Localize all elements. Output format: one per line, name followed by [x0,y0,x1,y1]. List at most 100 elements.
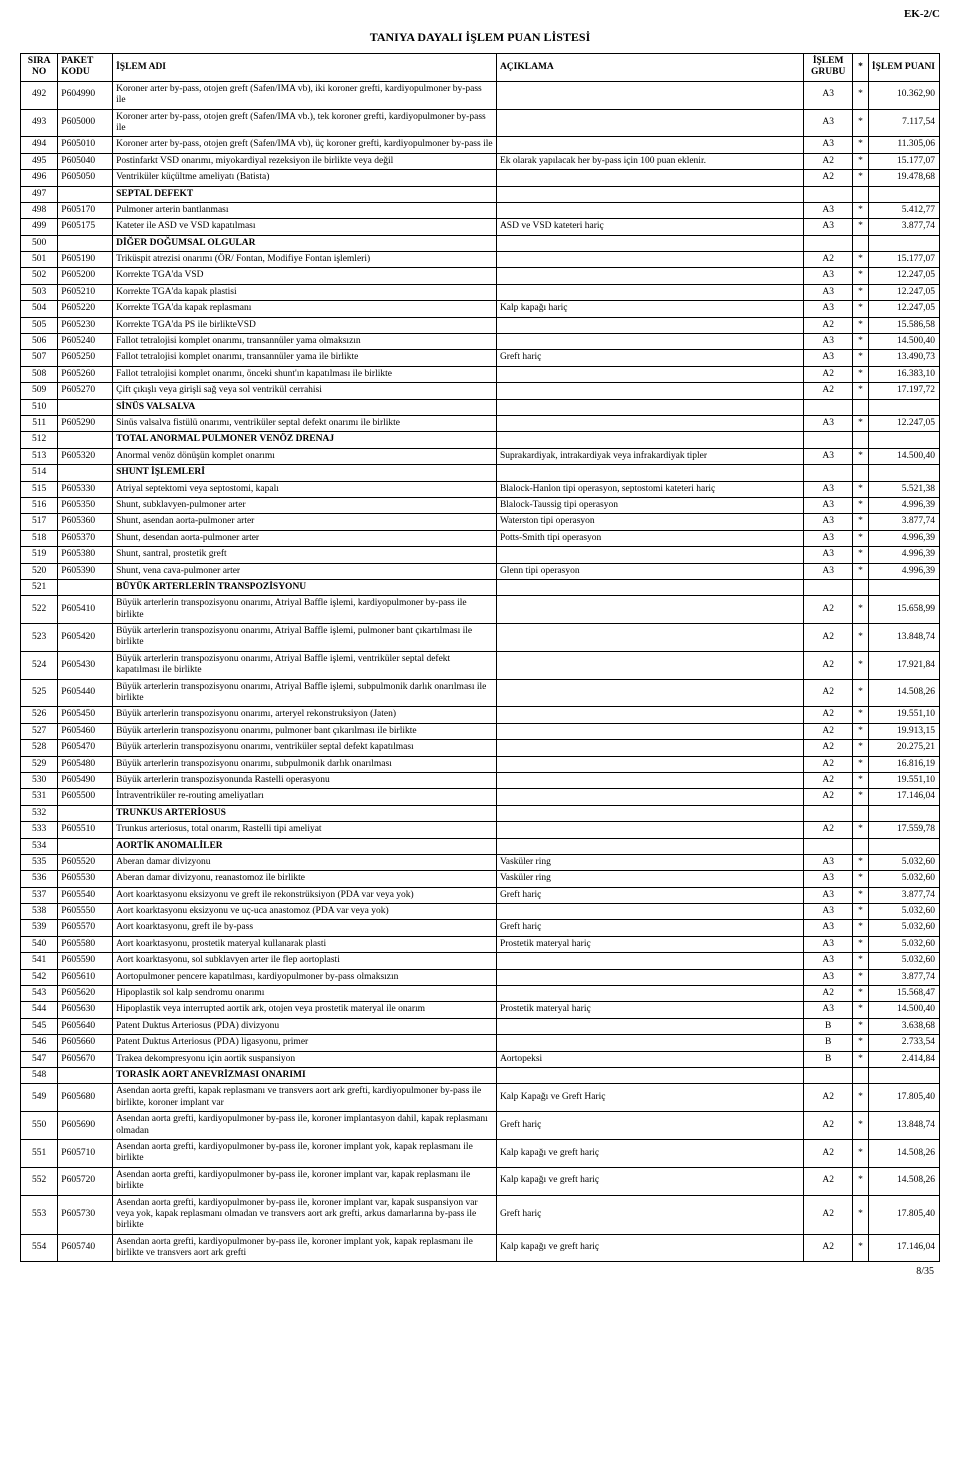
cell: A3 [804,109,853,137]
table-row: 552P605720Asendan aorta grefti, kardiyop… [21,1167,940,1195]
cell: AORTİK ANOMALİLER [113,838,497,854]
cell: P605200 [58,268,113,284]
cell: 3.877,74 [868,969,939,985]
cell: A2 [804,170,853,186]
table-row: 535P605520Aberan damar divizyonuVasküler… [21,854,940,870]
cell [496,415,803,431]
cell [496,624,803,652]
cell [496,789,803,805]
cell: A2 [804,252,853,268]
table-row: 499P605175Kateter ile ASD ve VSD kapatıl… [21,219,940,235]
table-row: 520P605390Shunt, vena cava-pulmoner arte… [21,563,940,579]
cell: 17.921,84 [868,651,939,679]
cell: P605520 [58,854,113,870]
cell [868,399,939,415]
table-row: 543P605620Hipoplastik sol kalp sendromu … [21,986,940,1002]
table-row: 529P605480Büyük arterlerin transpozisyon… [21,756,940,772]
cell: Asendan aorta grefti, kardiyopulmoner by… [113,1195,497,1234]
cell: 16.383,10 [868,366,939,382]
cell: 5.032,60 [868,854,939,870]
cell: Prostetik materyal hariç [496,1002,803,1018]
col-adi: İŞLEM ADI [113,54,497,82]
table-row: 501P605190Triküspit atrezisi onarımı (ÖR… [21,252,940,268]
cell: * [853,268,868,284]
cell [853,235,868,251]
cell: P605460 [58,723,113,739]
table-row: 538P605550Aort koarktasyonu eksizyonu ve… [21,904,940,920]
cell: Korrekte TGA'da kapak replasmanı [113,301,497,317]
table-row: 542P605610Aortopulmoner pencere kapatılm… [21,969,940,985]
cell: Aort koarktasyonu, sol subklavyen arter … [113,953,497,969]
cell: P605220 [58,301,113,317]
cell: 543 [21,986,58,1002]
cell: 552 [21,1167,58,1195]
cell: 515 [21,481,58,497]
cell: Fallot tetralojisi komplet onarımı, tran… [113,350,497,366]
cell: P605470 [58,740,113,756]
cell: A2 [804,756,853,772]
cell: Büyük arterlerin transpozisyonu onarımı,… [113,679,497,707]
cell: 538 [21,904,58,920]
cell: 17.805,40 [868,1084,939,1112]
cell: Asendan aorta grefti, kardiyopulmoner by… [113,1112,497,1140]
cell [868,579,939,595]
table-row: 528P605470Büyük arterlerin transpozisyon… [21,740,940,756]
cell: 548 [21,1068,58,1084]
cell: A3 [804,448,853,464]
cell [496,723,803,739]
cell: Hipoplastik sol kalp sendromu onarımı [113,986,497,1002]
cell [58,465,113,481]
cell: 535 [21,854,58,870]
cell: Büyük arterlerin transpozisyonu onarımı,… [113,707,497,723]
cell: A2 [804,317,853,333]
cell: Korrekte TGA'da PS ile birlikteVSD [113,317,497,333]
cell: * [853,530,868,546]
cell: P605350 [58,497,113,513]
table-row: 522P605410Büyük arterlerin transpozisyon… [21,596,940,624]
cell: 550 [21,1112,58,1140]
cell: 537 [21,887,58,903]
cell: A3 [804,904,853,920]
cell: 15.568,47 [868,986,939,1002]
cell: A3 [804,81,853,109]
cell: P605640 [58,1018,113,1034]
cell: 12.247,05 [868,301,939,317]
cell: * [853,415,868,431]
cell [496,109,803,137]
table-row: 508P605260Fallot tetralojisi komplet ona… [21,366,940,382]
col-kodu: PAKET KODU [58,54,113,82]
cell: Waterston tipi operasyon [496,514,803,530]
cell: Pulmoner arterin bantlanması [113,202,497,218]
cell: TOTAL ANORMAL PULMONER VENÖZ DRENAJ [113,432,497,448]
cell: Aort koarktasyonu eksizyonu ve greft ile… [113,887,497,903]
cell: 17.146,04 [868,789,939,805]
table-row: 526P605450Büyük arterlerin transpozisyon… [21,707,940,723]
cell: 16.816,19 [868,756,939,772]
cell: 551 [21,1139,58,1167]
table-row: 524P605430Büyük arterlerin transpozisyon… [21,651,940,679]
cell: A3 [804,887,853,903]
cell: * [853,81,868,109]
cell: * [853,887,868,903]
table-row: 493P605000Koroner arter by-pass, otojen … [21,109,940,137]
cell: 519 [21,547,58,563]
cell [496,252,803,268]
table-row: 495P605040Postinfarkt VSD onarımı, miyok… [21,153,940,169]
cell: * [853,1035,868,1051]
cell: 4.996,39 [868,497,939,513]
cell: 509 [21,383,58,399]
table-row: 502P605200Korrekte TGA'da VSDA3*12.247,0… [21,268,940,284]
cell [804,399,853,415]
cell: 513 [21,448,58,464]
table-row: 510SİNÜS VALSALVA [21,399,940,415]
cell [58,235,113,251]
cell [868,186,939,202]
cell: P605320 [58,448,113,464]
cell: B [804,1035,853,1051]
cell: 540 [21,936,58,952]
table-row: 517P605360Shunt, asendan aorta-pulmoner … [21,514,940,530]
cell: * [853,1018,868,1034]
cell: Aort koarktasyonu, greft ile by-pass [113,920,497,936]
cell: P605040 [58,153,113,169]
cell: 510 [21,399,58,415]
